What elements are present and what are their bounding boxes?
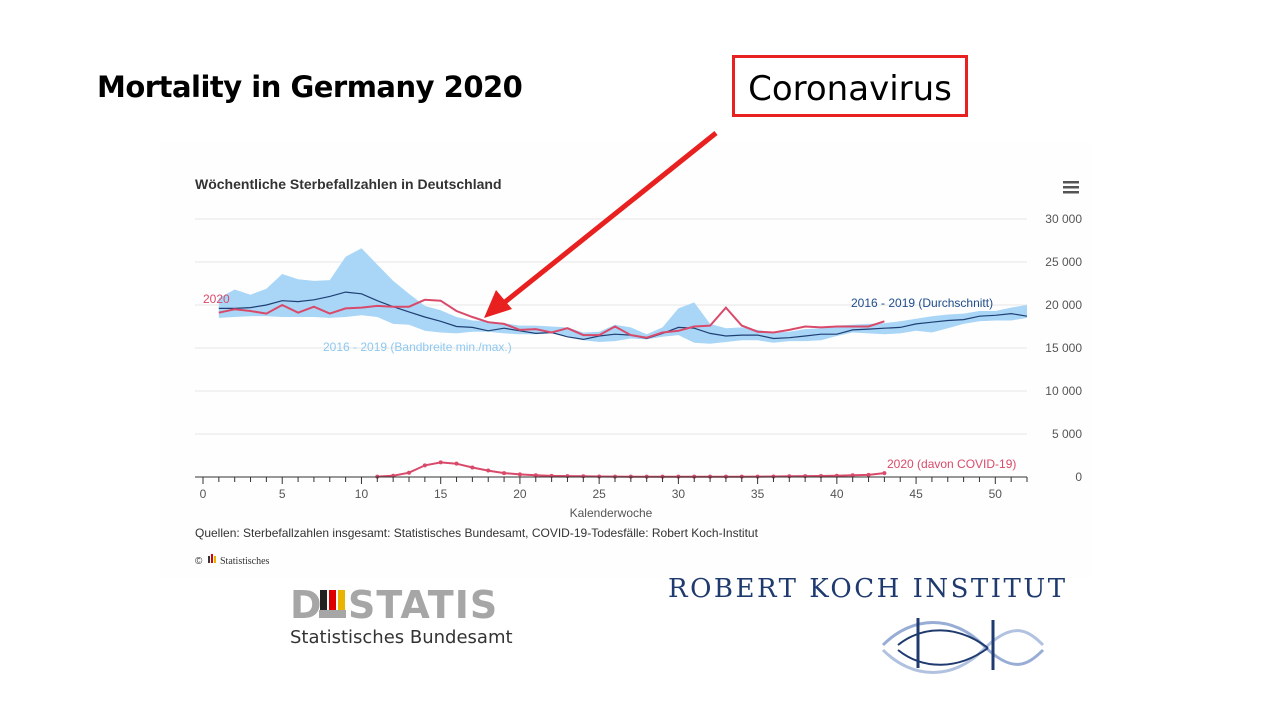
- mortality-chart: Wöchentliche Sterbefallzahlen in Deutsch…: [195, 176, 1086, 567]
- y-tick-label: 25 000: [1045, 255, 1082, 269]
- series-label-2020: 2020: [203, 292, 230, 306]
- rki-logo: ROBERT KOCH INSTITUT: [668, 572, 1068, 682]
- x-tick-label: 40: [830, 487, 844, 501]
- x-tick-label: 5: [279, 487, 286, 501]
- x-axis-label: Kalenderwoche: [570, 506, 653, 520]
- x-tick-label: 25: [592, 487, 606, 501]
- series-line-covid: [377, 461, 885, 478]
- y-tick-label: 30 000: [1045, 212, 1082, 226]
- x-tick-label: 0: [200, 487, 207, 501]
- chart-panel: Wöchentliche Sterbefallzahlen in Deutsch…: [160, 142, 1092, 578]
- x-tick-label: 30: [672, 487, 686, 501]
- chart-title: Wöchentliche Sterbefallzahlen in Deutsch…: [195, 176, 502, 192]
- x-tick-label: 50: [989, 487, 1003, 501]
- series-line-2020: [218, 298, 885, 339]
- rki-wordmark: ROBERT KOCH INSTITUT: [668, 574, 1068, 604]
- series-label-average: 2016 - 2019 (Durchschnitt): [851, 296, 993, 310]
- y-tick-label: 10 000: [1045, 384, 1082, 398]
- covid-point: [517, 472, 522, 477]
- series-line-average: [218, 291, 1028, 341]
- covid-point: [438, 460, 443, 465]
- covid-point: [866, 472, 871, 477]
- covid-point: [850, 473, 855, 478]
- series-label-covid: 2020 (davon COVID-19): [887, 457, 1016, 471]
- destatis-letter-d: D: [290, 585, 322, 625]
- covid-point: [502, 471, 507, 476]
- x-tick-label: 20: [513, 487, 527, 501]
- hamburger-menu-icon[interactable]: [1056, 176, 1086, 198]
- y-tick-label: 15 000: [1045, 341, 1082, 355]
- series-label-band: 2016 - 2019 (Bandbreite min./max.): [323, 340, 512, 354]
- covid-point: [454, 461, 459, 466]
- covid-point: [407, 470, 411, 475]
- credits[interactable]: © Statistisches: [195, 554, 270, 567]
- x-tick-label: 35: [751, 487, 765, 501]
- x-tick-label: 15: [434, 487, 448, 501]
- callout-label: Coronavirus: [748, 69, 952, 109]
- covid-point: [882, 471, 887, 476]
- destatis-subtitle: Statistisches Bundesamt: [290, 627, 513, 648]
- covid-point: [486, 468, 491, 473]
- y-tick-label: 20 000: [1045, 298, 1082, 312]
- destatis-letters-statis: STATIS: [348, 585, 498, 625]
- credits-text: Statistisches: [220, 556, 270, 567]
- rki-helix-icon: [881, 618, 1045, 674]
- covid-point: [470, 465, 475, 470]
- covid-point: [533, 473, 538, 478]
- x-tick-label: 45: [909, 487, 923, 501]
- covid-point: [422, 463, 427, 468]
- source-note: Quellen: Sterbefallzahlen insgesamt: Sta…: [195, 526, 759, 540]
- coronavirus-callout: Coronavirus: [732, 55, 968, 117]
- band-area: [218, 248, 1028, 344]
- x-tick-label: 10: [355, 487, 369, 501]
- y-tick-label: 5 000: [1052, 427, 1082, 441]
- slide-title: Mortality in Germany 2020: [97, 70, 523, 104]
- destatis-logo: D STATIS Statistisches Bundesamt: [290, 585, 520, 655]
- svg-text:©: ©: [195, 556, 203, 567]
- y-tick-label: 0: [1075, 470, 1082, 484]
